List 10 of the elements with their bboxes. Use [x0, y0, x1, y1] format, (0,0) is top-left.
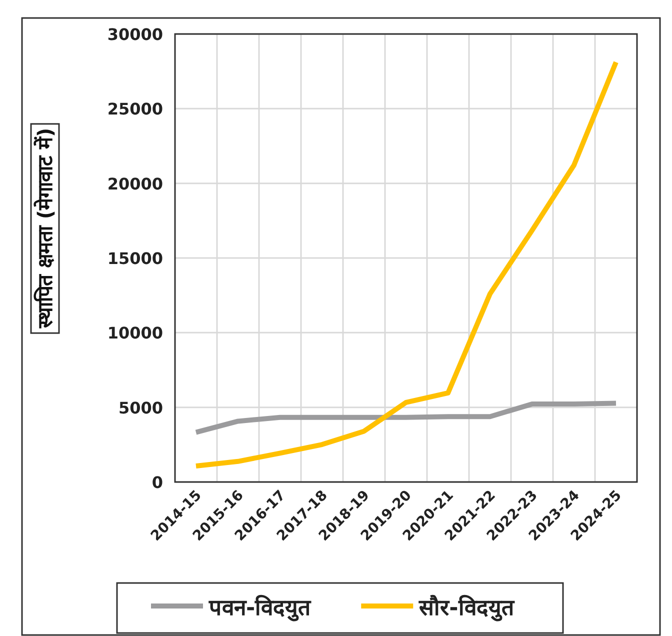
y-tick-label: 15000 — [107, 249, 163, 268]
y-tick-label: 5000 — [118, 398, 163, 418]
y-axis-title: स्थापित क्षमता (मेगावाट में) — [33, 128, 57, 330]
legend-label: सौर-विदयुत — [418, 594, 516, 622]
y-tick-label: 25000 — [107, 100, 163, 119]
y-tick-label: 10000 — [107, 324, 163, 343]
y-tick-label: 20000 — [107, 174, 163, 194]
y-tick-label: 0 — [152, 473, 163, 492]
legend-label: पवन-विदयुत — [208, 594, 312, 622]
y-tick-label: 30000 — [107, 25, 163, 44]
